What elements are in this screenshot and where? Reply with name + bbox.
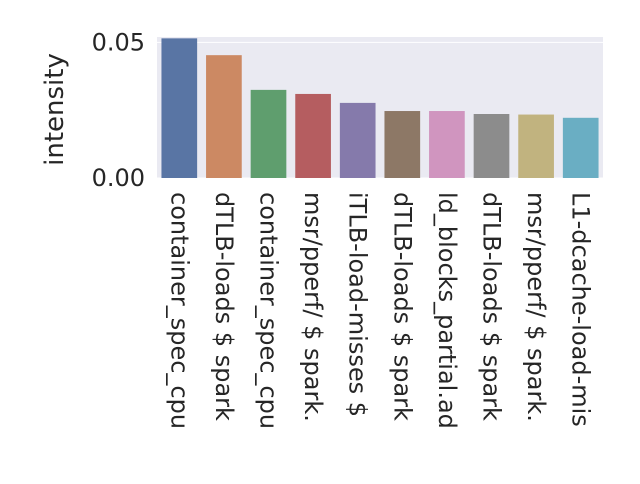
bar xyxy=(206,55,242,178)
bar xyxy=(473,114,510,178)
bar xyxy=(562,117,599,178)
x-tick-label: dTLB-loads $ spark xyxy=(388,192,416,421)
bar xyxy=(295,93,331,178)
y-tick-label: 0.05 xyxy=(92,28,145,56)
y-tick-labels: 0.00 0.05 xyxy=(92,28,145,192)
bar xyxy=(250,89,287,178)
bar xyxy=(161,38,198,178)
x-tick-label: container_spec_cpu xyxy=(165,192,193,429)
x-tick-label: iTLB-load-misses $ xyxy=(344,192,372,417)
x-tick-label: container_spec_cpu xyxy=(255,192,283,429)
bar xyxy=(518,114,554,178)
bar xyxy=(429,111,465,178)
bars xyxy=(161,38,599,178)
x-tick-label: ld_blocks_partial.ad xyxy=(433,192,461,429)
x-tick-label: dTLB-loads $ spark xyxy=(478,192,506,421)
x-tick-label: msr/pperf/ $ spark. xyxy=(299,192,327,422)
x-tick-labels: container_spec_cpu dTLB-loads $ spark cont… xyxy=(165,192,594,429)
y-axis-label: intensity xyxy=(40,53,70,166)
x-tick-label: msr/pperf/ $ spark. xyxy=(522,192,550,422)
x-tick-label: dTLB-loads $ spark xyxy=(210,192,238,421)
bar xyxy=(339,102,376,178)
y-tick-label: 0.00 xyxy=(92,164,145,192)
bar xyxy=(384,111,421,178)
x-tick-label: L1-dcache-load-mis xyxy=(567,192,595,427)
